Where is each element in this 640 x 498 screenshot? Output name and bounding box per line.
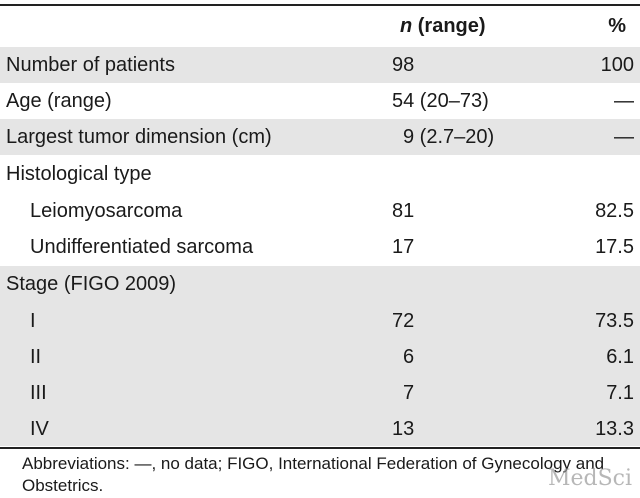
row-n: 98 [392,54,415,76]
row-n: 7 [403,382,415,404]
header-percent: % [608,15,626,37]
row-label: Age (range) [6,90,112,112]
row-n: 72 [392,310,415,332]
row-label: II [30,346,42,368]
row-percent: 73.5 [595,310,634,332]
stage-group-shading [0,266,640,446]
row-n: 54 (20–73) [392,90,489,112]
table-row: Stage (FIGO 2009) [0,266,640,302]
row-n: 81 [392,200,415,222]
row-percent: — [614,90,634,112]
row-label: Stage (FIGO 2009) [6,273,177,295]
table-footnote: Abbreviations: —, no data; FIGO, Interna… [22,454,605,495]
row-percent: — [614,126,634,148]
row-label: III [30,382,47,404]
row-percent: 17.5 [595,236,634,258]
table-row: Undifferentiated sarcoma 17 17.5 [0,229,640,265]
row-n: 13 [392,418,415,440]
table-row: Leiomyosarcoma 81 82.5 [0,193,640,229]
watermark: MedSci [547,466,632,491]
row-label: Number of patients [6,54,175,76]
top-rule [0,4,640,6]
row-n: 6 [403,346,415,368]
row-percent: 6.1 [606,346,634,368]
bottom-rule [0,447,640,449]
row-n: 17 [392,236,415,258]
row-label: Leiomyosarcoma [30,200,183,222]
table-row: III 7 7.1 [0,375,640,411]
row-label: Undifferentiated sarcoma [30,236,254,258]
table-row: Histological type [0,156,640,192]
table-row: II 6 6.1 [0,339,640,375]
table-row: Number of patients 98 100 [0,47,640,83]
row-percent: 100 [600,54,634,76]
table-row: Age (range) 54 (20–73) — [0,83,640,119]
row-percent: 82.5 [595,200,634,222]
table-row: Largest tumor dimension (cm) 9 (2.7–20) … [0,119,640,155]
table-row: I 72 73.5 [0,303,640,339]
row-n: 9 (2.7–20) [403,126,495,148]
row-label: Largest tumor dimension (cm) [6,126,272,148]
row-label: I [30,310,36,332]
row-label: IV [30,418,49,440]
table-header-row: n (range) % [0,8,640,44]
row-percent: 13.3 [595,418,634,440]
header-n-range: n (range) [400,15,486,37]
row-label: Histological type [6,163,152,185]
row-percent: 7.1 [606,382,634,404]
table-row: IV 13 13.3 [0,411,640,447]
